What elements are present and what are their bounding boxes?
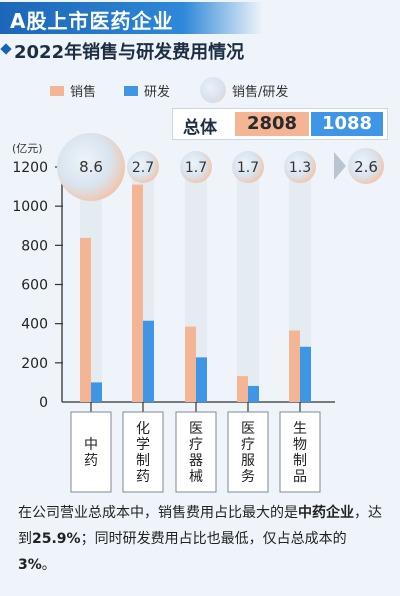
chart-subtitle: 2022年销售与研发费用情况 bbox=[14, 42, 245, 63]
rd-bar bbox=[300, 346, 311, 402]
category-box bbox=[122, 411, 164, 493]
page-title: A股上市医药企业 bbox=[10, 9, 174, 33]
ratio-label: 1.3 bbox=[289, 160, 311, 176]
ratio-label: 1.7 bbox=[185, 160, 207, 176]
category-label: 医疗服务 bbox=[241, 421, 255, 485]
ratio-label: 1.7 bbox=[237, 160, 259, 176]
ratio-bubble bbox=[57, 133, 125, 201]
category-box bbox=[279, 411, 321, 493]
footer-highlight-2: 25.9% bbox=[32, 531, 81, 547]
ratio-bubble bbox=[180, 151, 212, 183]
rd-bar bbox=[143, 320, 154, 402]
legend-sales-swatch bbox=[50, 86, 64, 96]
title-banner: A股上市医药企业 bbox=[0, 2, 262, 34]
footer-highlight-1: 中药企业 bbox=[298, 505, 354, 521]
y-tick-label: 1200 bbox=[12, 160, 48, 176]
rd-bar bbox=[91, 382, 102, 402]
footer-text-2: ，达到 bbox=[18, 505, 382, 547]
bar-track bbox=[237, 168, 259, 402]
total-sales-value: 2808 bbox=[235, 112, 309, 136]
sales-bar bbox=[289, 330, 300, 402]
total-label: 总体 bbox=[183, 118, 217, 138]
ratio-label: 2.7 bbox=[132, 160, 154, 176]
total-ratio-label: 2.6 bbox=[354, 158, 378, 176]
y-tick-label: 1000 bbox=[12, 199, 48, 215]
total-ratio-bubble bbox=[348, 148, 384, 184]
sales-bar bbox=[237, 376, 248, 402]
ratio-label: 8.6 bbox=[79, 158, 103, 176]
ratio-bubble bbox=[284, 151, 316, 183]
ratio-bubble bbox=[232, 151, 264, 183]
y-axis-unit: (亿元) bbox=[12, 142, 43, 155]
category-box bbox=[227, 411, 269, 493]
rd-bar bbox=[196, 357, 207, 402]
y-tick-label: 800 bbox=[21, 238, 48, 254]
category-label: 医疗器械 bbox=[189, 421, 203, 485]
legend-rd-label: 研发 bbox=[144, 85, 171, 100]
legend-rd-swatch bbox=[124, 86, 138, 96]
sales-bar bbox=[80, 237, 91, 402]
category-label: 化学制药 bbox=[136, 421, 150, 485]
legend-ratio-bubble-icon bbox=[200, 77, 226, 103]
total-summary: 总体 2808 1088 bbox=[172, 108, 388, 140]
y-tick-label: 600 bbox=[21, 278, 48, 294]
sales-bar bbox=[185, 326, 196, 402]
ratio-bubble bbox=[127, 151, 159, 183]
category-label: 中药 bbox=[84, 437, 98, 469]
legend-ratio-label: 销售/研发 bbox=[232, 85, 289, 100]
footer-note: 在公司营业总成本中，销售费用占比最大的是中药企业，达到25.9%；同时研发费用占… bbox=[18, 500, 384, 578]
sales-bar bbox=[132, 184, 143, 402]
footer-text-4: 。 bbox=[41, 557, 56, 573]
footer-highlight-3: 3% bbox=[18, 557, 42, 573]
arrow-pointer-icon bbox=[334, 152, 346, 180]
legend: 销售 研发 销售/研发 bbox=[0, 76, 400, 106]
y-tick-label: 400 bbox=[21, 317, 48, 333]
footer-text-3: ；同时研发费用占比也最低，仅占总成本的 bbox=[80, 531, 347, 547]
category-box bbox=[175, 411, 217, 493]
rd-bar bbox=[248, 385, 259, 402]
y-tick-label: 200 bbox=[21, 356, 48, 372]
total-rd-value: 1088 bbox=[311, 112, 383, 136]
category-label: 生物制品 bbox=[293, 421, 307, 485]
category-box bbox=[70, 411, 112, 493]
header: A股上市医药企业 2022年销售与研发费用情况 bbox=[0, 0, 400, 72]
legend-sales-label: 销售 bbox=[70, 85, 97, 100]
footer-text-1: 在公司营业总成本中，销售费用占比最大的是 bbox=[18, 505, 298, 521]
y-tick-label: 0 bbox=[39, 395, 48, 411]
bar-chart: (亿元) 0 200 400 600 800 1000 1200 8.6 中药 2.7 化学制药 1.7… bbox=[12, 133, 384, 493]
